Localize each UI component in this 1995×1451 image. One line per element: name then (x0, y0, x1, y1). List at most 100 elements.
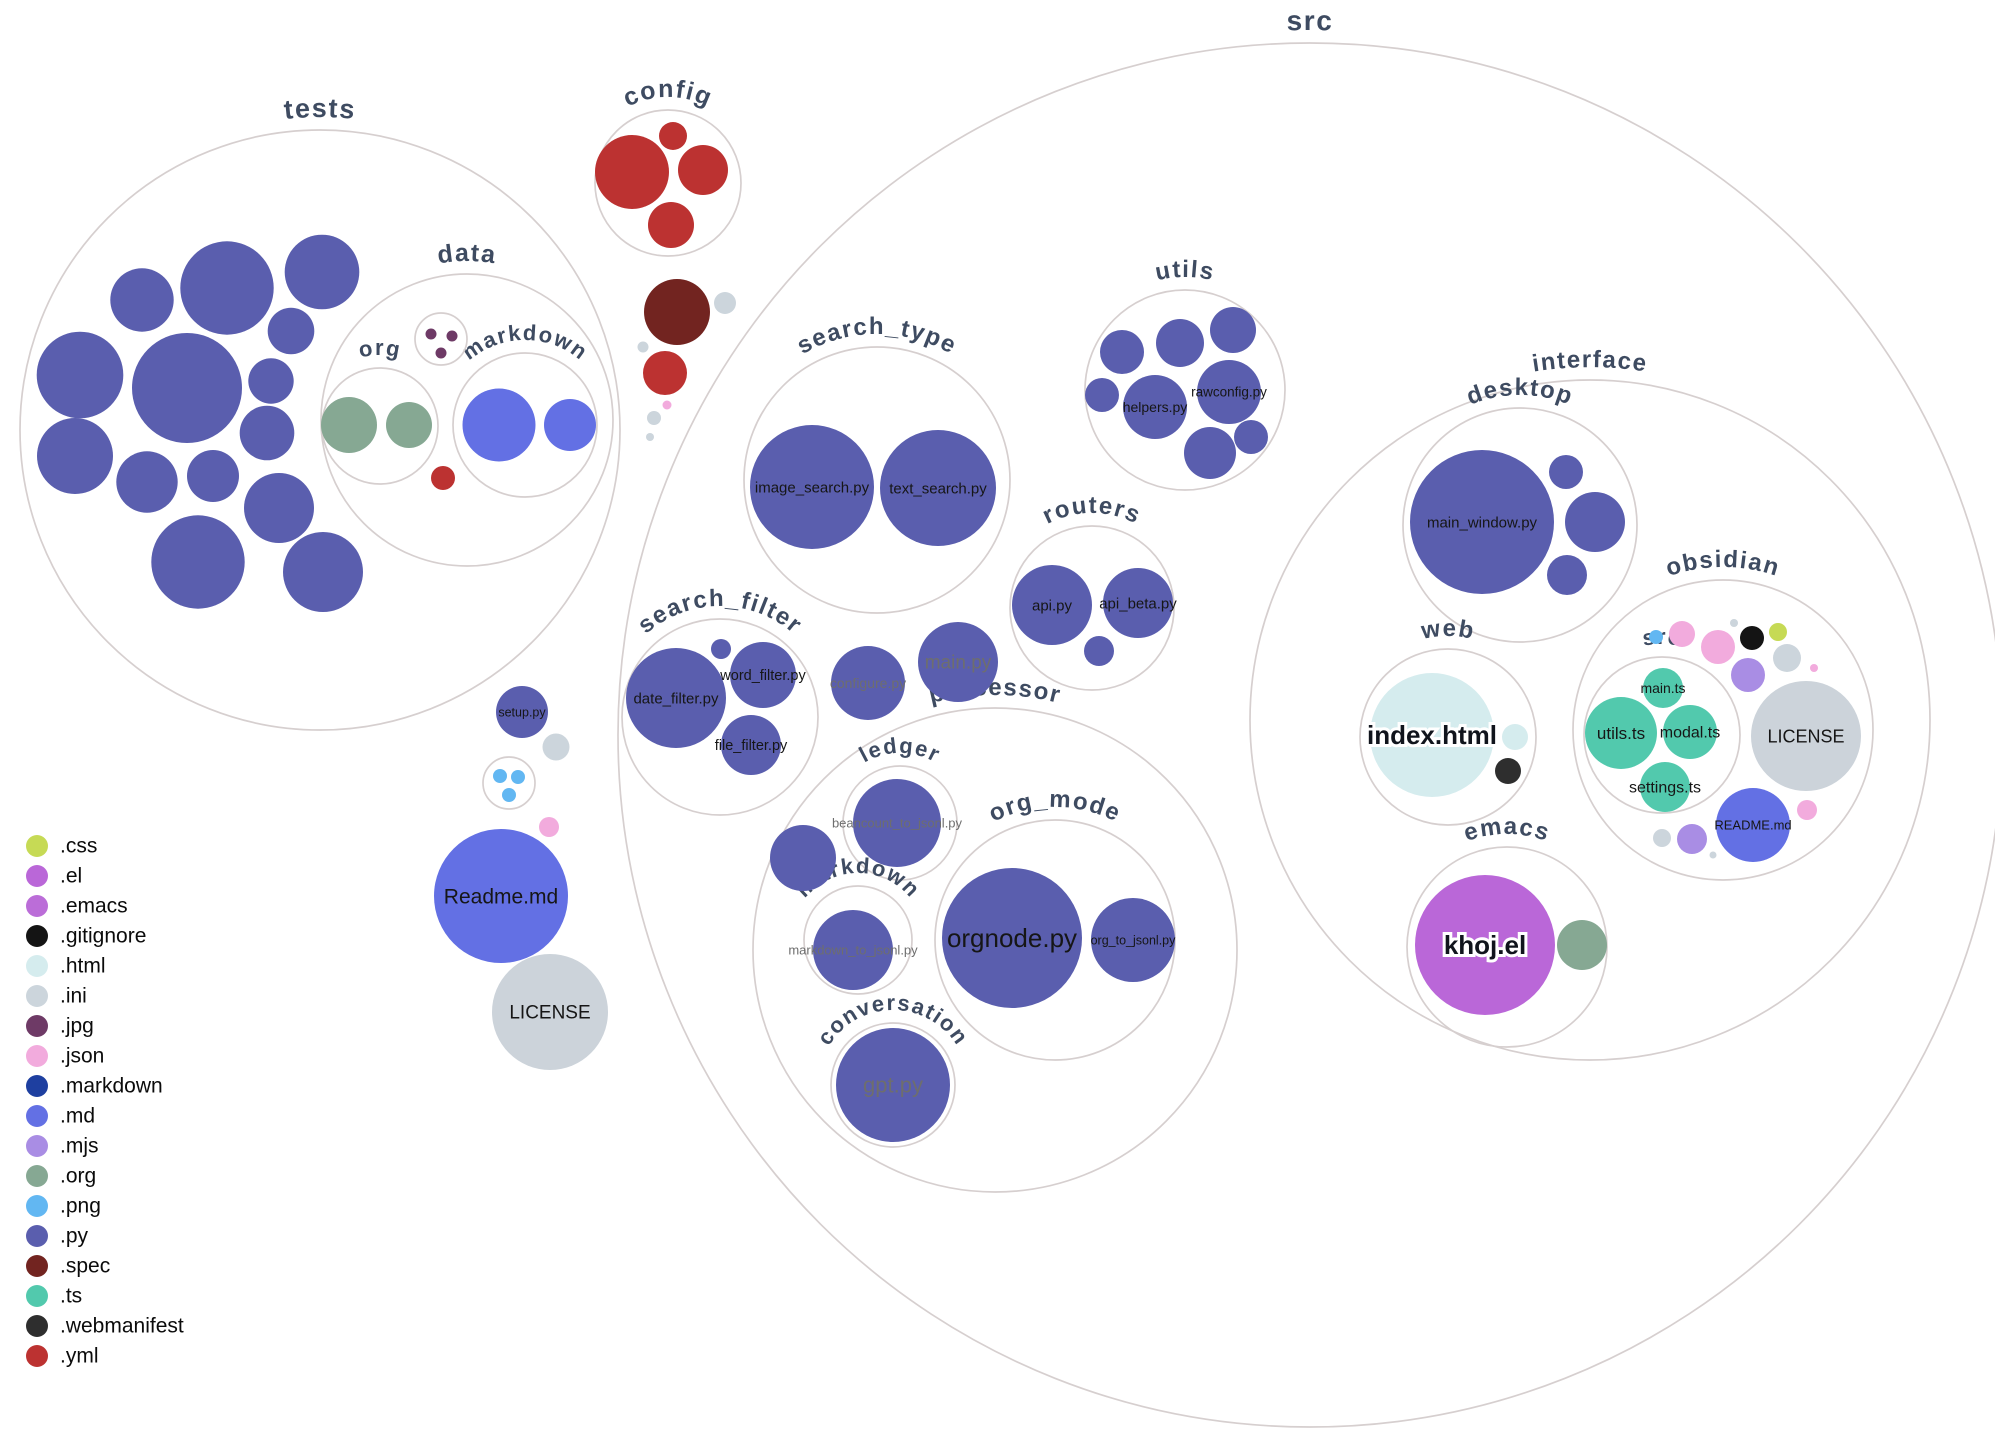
file-yml-circle (678, 145, 728, 195)
legend-dot-jpg (26, 1015, 48, 1037)
dir-routers-label: routers (1038, 492, 1145, 530)
dir-utils-circle (1084, 289, 1286, 491)
file-ini-circle (1653, 829, 1671, 847)
dir-web-circle (1359, 648, 1537, 826)
file-yml-circle (659, 122, 687, 150)
file-ini-circle (637, 341, 649, 353)
dir-emacs-label: emacs (1460, 813, 1553, 847)
dir-cluster-circle (482, 756, 536, 810)
file-py-circle (248, 358, 294, 404)
file-spec-circle (644, 279, 710, 345)
file-api.py-label: api.py (1032, 597, 1073, 614)
file-py-circle (180, 241, 274, 335)
legend-dot-markdown (26, 1075, 48, 1097)
file-LICENSE-label: LICENSE (509, 1003, 590, 1024)
dir-src-circle (1583, 656, 1741, 814)
legend-dot-png (26, 1195, 48, 1217)
file-py-circle (1156, 319, 1204, 367)
dir-web-label: web (1418, 615, 1477, 645)
file-ini-circle (647, 411, 661, 425)
dir-tests-label: tests (282, 93, 357, 125)
file-image_search.py-label: image_search.py (755, 479, 870, 496)
dir-tests-circle (19, 129, 621, 731)
file-py-circle (1549, 455, 1583, 489)
file-image_search.py-circle (750, 425, 874, 549)
legend-label-ini: .ini (60, 985, 87, 1008)
file-json-circle (1669, 621, 1695, 647)
dir-obsidian-circle (1572, 579, 1874, 881)
dir-search_type-circle (743, 346, 1011, 614)
file-org-circle (1557, 920, 1607, 970)
file-py-circle (244, 473, 314, 543)
dir-routers-circle (1009, 525, 1175, 691)
dir-config-label: config (619, 75, 717, 112)
file-modal.ts-label: modal.ts (1660, 725, 1720, 742)
file-py-circle (1184, 427, 1236, 479)
file-main.py-label: main.py (925, 653, 992, 674)
file-py-circle (132, 333, 242, 443)
dir-utils-label: utils (1153, 256, 1217, 286)
legend-label-yml: .yml (60, 1345, 99, 1368)
file-json-circle (1797, 800, 1817, 820)
file-rawconfig.py-circle (1197, 360, 1261, 424)
legend-label-jpg: .jpg (60, 1015, 94, 1038)
file-settings.ts-circle (1640, 762, 1690, 812)
file-org-circle (321, 397, 377, 453)
legend-dot-ini (26, 985, 48, 1007)
dir-cluster-circle (414, 312, 468, 366)
file-word_filter.py-circle (730, 642, 796, 708)
file-css-circle (1769, 623, 1787, 641)
file-md-circle (462, 388, 536, 462)
file-utils.ts-circle (1585, 697, 1657, 769)
file-png-circle (511, 770, 525, 784)
legend-dot-ts (26, 1285, 48, 1307)
file-org_to_jsonl.py-circle (1091, 898, 1175, 982)
file-json-circle (539, 817, 559, 837)
file-gpt.py-label: gpt.py (863, 1073, 923, 1098)
file-ini-circle (1730, 619, 1738, 627)
file-md-circle (544, 399, 596, 451)
legend-dot-yml (26, 1345, 48, 1367)
file-png-circle (1649, 630, 1663, 644)
file-LICENSE-label: LICENSE (1767, 726, 1844, 746)
file-jpg-circle (446, 330, 458, 342)
legend-dot-py (26, 1225, 48, 1247)
file-orgnode.py-circle (942, 868, 1082, 1008)
file-yml-circle (431, 466, 455, 490)
file-py-circle (116, 451, 178, 513)
dir-search_type-label: search_type (792, 313, 961, 360)
dir-desktop-label: desktop (1463, 374, 1577, 411)
legend-dot-org (26, 1165, 48, 1187)
legend-label-gitignore: .gitignore (60, 925, 146, 948)
legend-dot-gitignore (26, 925, 48, 947)
dir-processor-circle (752, 707, 1238, 1193)
file-khoj.el-label: khoj.el (1444, 930, 1526, 960)
file-api.py-circle (1012, 565, 1092, 645)
dir-data-circle (320, 273, 614, 567)
file-py-circle (283, 532, 363, 612)
file-py-circle (37, 418, 113, 494)
legend-label-py: .py (60, 1225, 89, 1248)
dir-src-label: src (1286, 5, 1333, 36)
file-jpg-circle (425, 328, 437, 340)
file-main.py-circle (918, 622, 998, 702)
file-main.ts-circle (1643, 668, 1683, 708)
file-setup.py-label: setup.py (498, 705, 546, 719)
dir-emacs-circle (1406, 846, 1608, 1048)
file-png-circle (502, 788, 516, 802)
legend-label-ts: .ts (60, 1285, 82, 1308)
legend-dot-md (26, 1105, 48, 1127)
file-configure.py-label: configure.py (830, 675, 906, 691)
legend-dot-emacs (26, 895, 48, 917)
file-py-circle (151, 515, 245, 609)
file-date_filter.py-label: date_filter.py (633, 690, 719, 707)
file-Readme.md-circle (434, 829, 568, 963)
file-mjs-circle (1731, 658, 1765, 692)
file-index.html-label: index.html (1367, 720, 1497, 750)
file-main.ts-label: main.ts (1640, 680, 1685, 696)
legend-dot-css (26, 835, 48, 857)
file-py-circle (110, 268, 174, 332)
file-text_search.py-circle (880, 430, 996, 546)
legend-label-json: .json (60, 1045, 104, 1068)
dir-org-label: org (357, 335, 404, 362)
